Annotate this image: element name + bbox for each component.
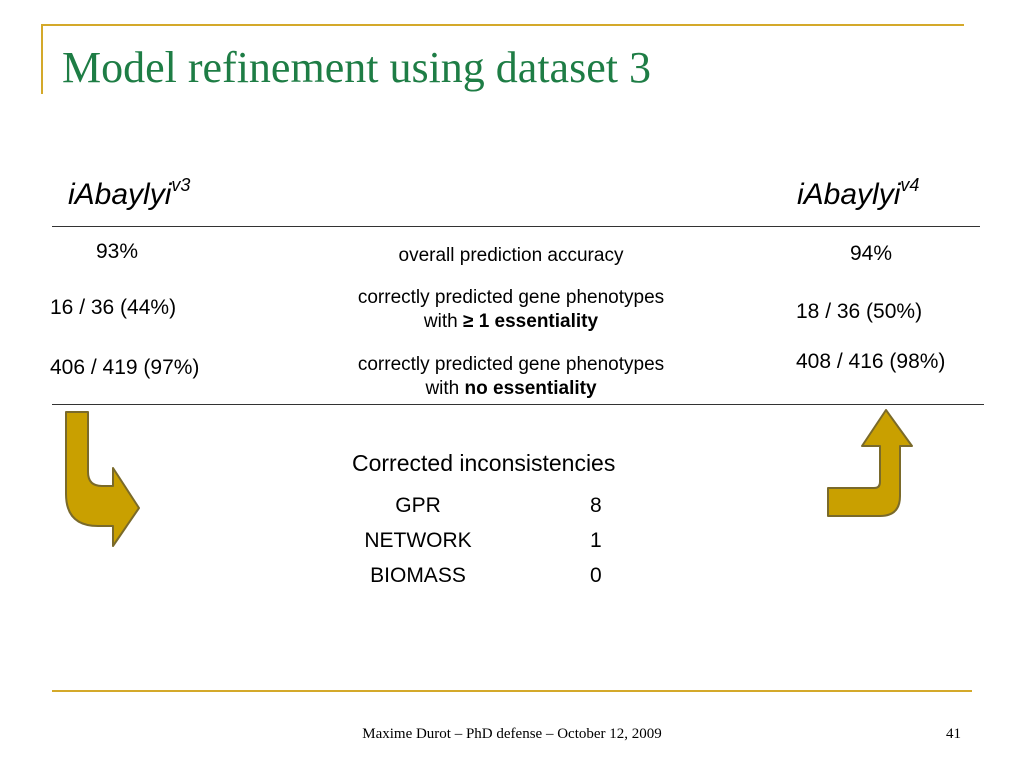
model-left-version: v3 — [171, 175, 191, 195]
footer-text: Maxime Durot – PhD defense – October 12,… — [362, 726, 662, 742]
row-essential-desc: correctly predicted gene phenotypes with… — [311, 286, 711, 334]
row-essential-right: 18 / 36 (50%) — [796, 300, 923, 323]
correction-label-network: NETWORK — [364, 529, 472, 552]
footer-rule — [52, 690, 972, 692]
row-essential-left: 16 / 36 (44%) — [50, 296, 177, 319]
corrections-title: Corrected inconsistencies — [352, 450, 616, 476]
row-nonessential-desc-bold: no essentiality — [464, 378, 597, 399]
row-accuracy-desc: overall prediction accuracy — [311, 244, 711, 268]
top-frame-line — [42, 24, 964, 26]
slide-title: Model refinement using dataset 3 — [62, 43, 651, 92]
row-nonessential-desc-prefix: with — [425, 378, 465, 399]
row-nonessential-left: 406 / 419 (97%) — [50, 356, 200, 379]
model-right-label: iAbaylyiv4 — [797, 175, 920, 212]
row-essential-desc-line1: correctly predicted gene phenotypes — [357, 287, 665, 308]
correction-label-gpr: GPR — [395, 494, 441, 517]
row-accuracy-desc-line1: overall prediction accuracy — [398, 245, 624, 266]
correction-count-biomass: 0 — [590, 564, 602, 587]
row-nonessential-right: 408 / 416 (98%) — [796, 350, 946, 373]
model-right-name: iAbaylyi — [797, 178, 901, 211]
row-essential-desc-bold: ≥ 1 essentiality — [463, 311, 599, 332]
arrow-right-up-icon — [827, 409, 913, 517]
row-nonessential-desc: correctly predicted gene phenotypes with… — [311, 353, 711, 401]
model-right-version: v4 — [900, 175, 920, 195]
row-accuracy-left: 93% — [96, 240, 139, 263]
arrow-down-right-icon — [65, 411, 140, 547]
correction-count-network: 1 — [590, 529, 602, 552]
page-number: 41 — [946, 726, 961, 742]
correction-count-gpr: 8 — [590, 494, 602, 517]
row-accuracy-right: 94% — [850, 242, 893, 265]
left-frame-line — [41, 24, 43, 94]
model-left-name: iAbaylyi — [68, 178, 172, 211]
correction-label-biomass: BIOMASS — [370, 564, 466, 587]
table-top-rule — [52, 226, 980, 227]
table-bottom-rule — [52, 404, 984, 405]
model-left-label: iAbaylyiv3 — [68, 175, 191, 212]
row-nonessential-desc-line1: correctly predicted gene phenotypes — [357, 354, 665, 375]
row-essential-desc-prefix: with — [423, 311, 463, 332]
